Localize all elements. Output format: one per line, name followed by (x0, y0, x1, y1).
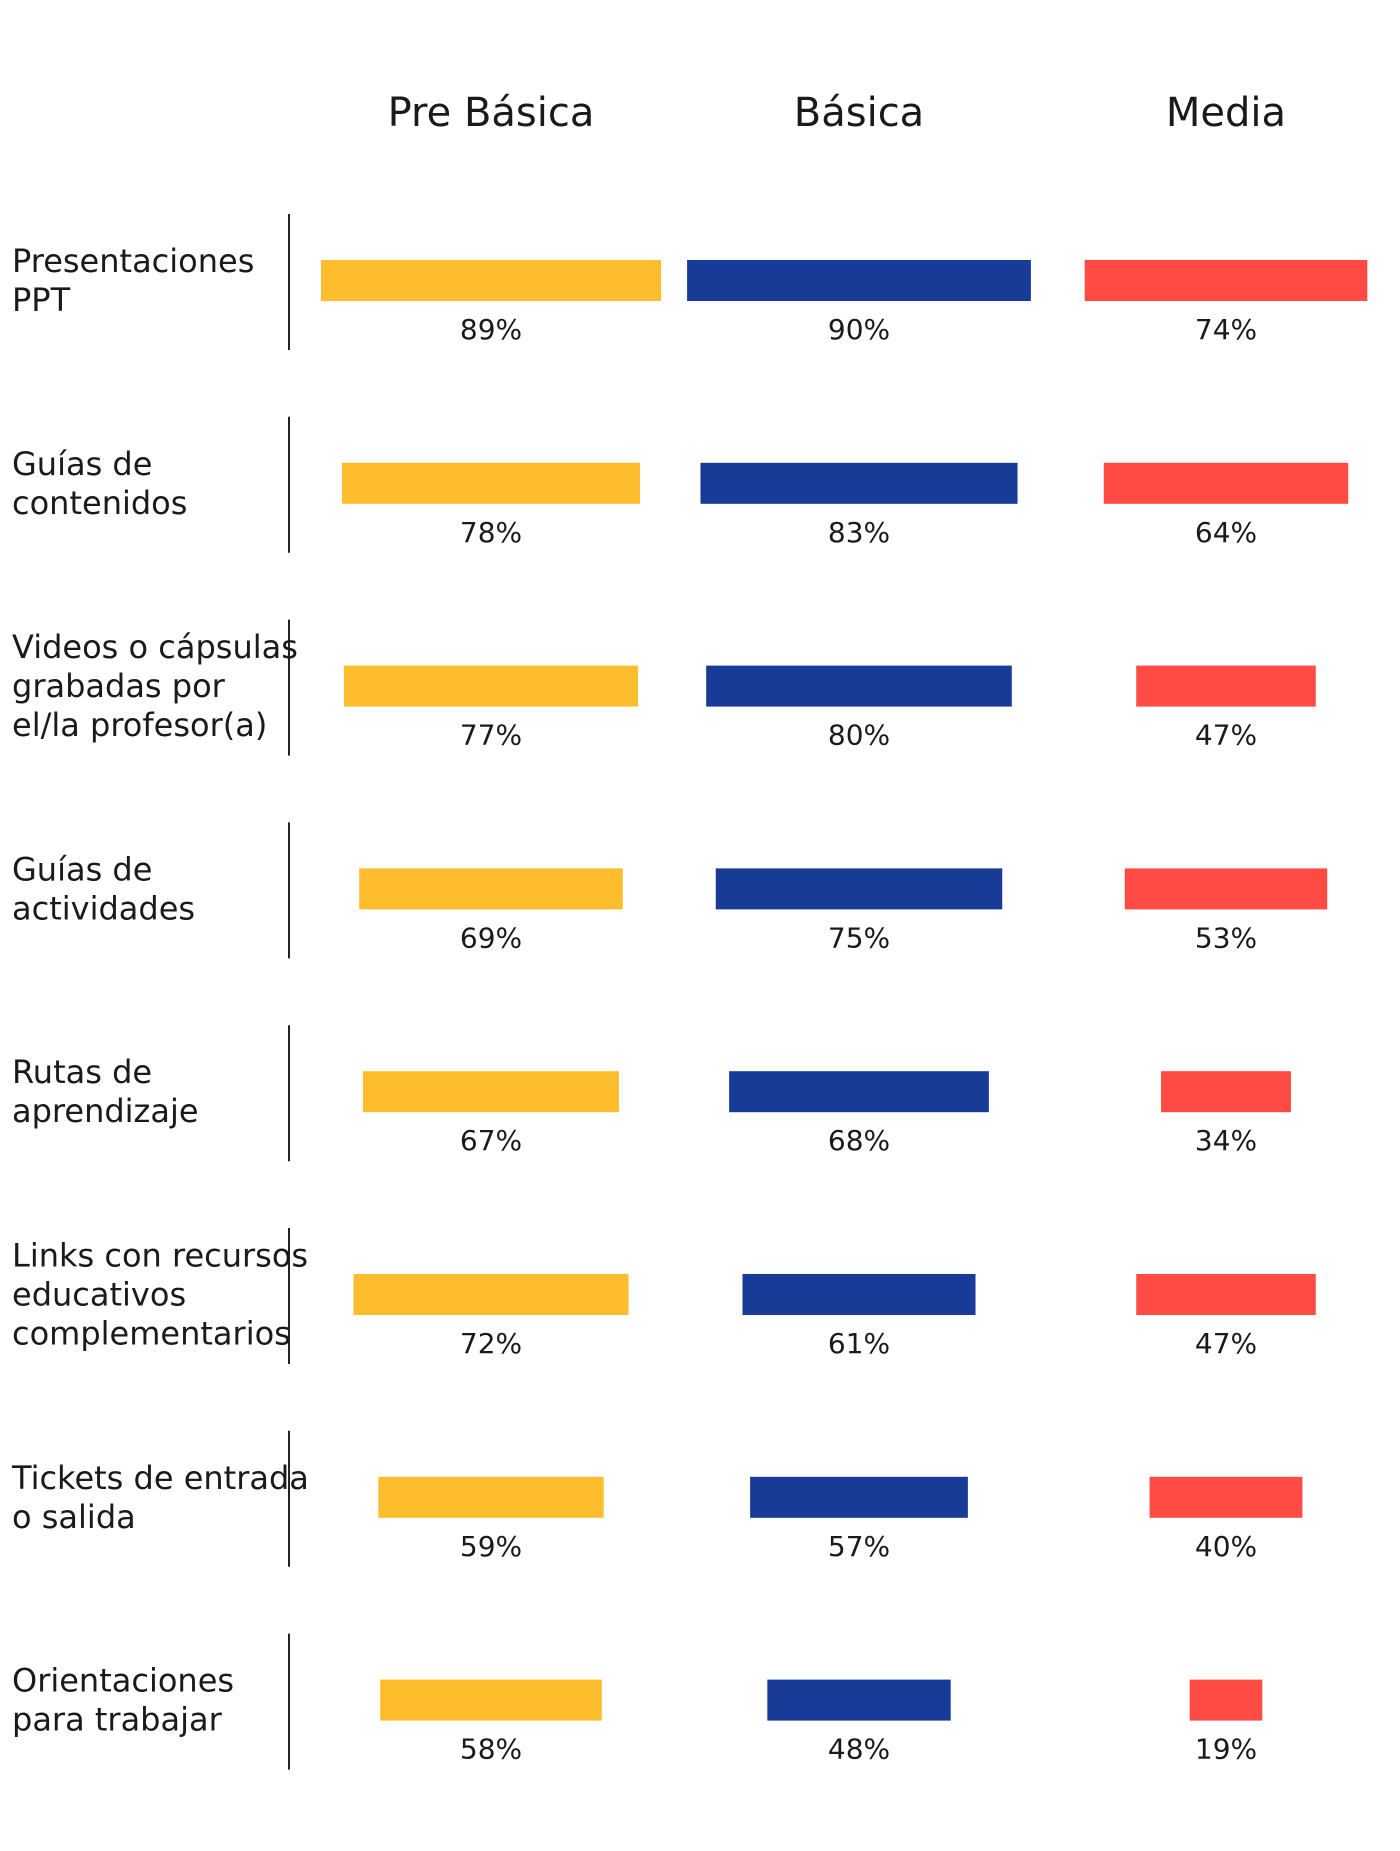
row-label: Guías de actividades (12, 850, 195, 927)
value-label: 19% (1195, 1733, 1257, 1766)
bar (700, 462, 1018, 504)
bar (342, 462, 640, 504)
column-header: Media (1166, 90, 1286, 136)
chart-row: Guías de actividades 69% 75% 53% (12, 822, 1328, 959)
column-header: Pre Básica (388, 90, 595, 136)
row-label-line: educativos (12, 1276, 186, 1314)
row-label-line: o salida (12, 1498, 136, 1536)
value-label: 89% (460, 313, 522, 346)
bar (706, 665, 1012, 707)
row-label-line: PPT (12, 281, 71, 319)
row-label-line: Rutas de (12, 1053, 152, 1091)
row-label: Guías de contenidos (12, 445, 187, 522)
bar (1124, 868, 1328, 910)
bar (687, 260, 1031, 301)
row-label-line: Guías de (12, 850, 152, 888)
row-label: Orientaciones para trabajar (12, 1662, 234, 1739)
value-label: 78% (460, 516, 522, 549)
row-label-line: Orientaciones (12, 1662, 234, 1700)
bar (715, 868, 1003, 910)
row-label-line: para trabajar (12, 1701, 223, 1739)
bar (1136, 1274, 1316, 1315)
value-label: 67% (460, 1124, 522, 1157)
bar (343, 665, 639, 707)
bar (1161, 1071, 1291, 1113)
bar (378, 1476, 604, 1518)
value-label: 34% (1195, 1124, 1257, 1157)
row-label-line: Tickets de entrada (11, 1459, 309, 1497)
bar (1103, 462, 1349, 504)
row-label-line: aprendizaje (12, 1092, 199, 1130)
value-label: 64% (1195, 516, 1257, 549)
bar (1084, 260, 1368, 301)
row-label: Links con recursos educativos complementar… (12, 1237, 308, 1353)
bar (363, 1071, 619, 1113)
chart-row: Videos o cápsulas grabadas por el/la profe… (12, 619, 1316, 756)
row-label-line: Links con recursos (12, 1237, 308, 1275)
row-label-line: complementarios (12, 1315, 291, 1353)
chart-row: Guías de contenidos 78% 83% 64% (12, 416, 1349, 553)
bar (353, 1274, 629, 1315)
row-label-line: Videos o cápsulas (12, 628, 298, 666)
row-label-line: actividades (12, 889, 195, 927)
row-label: Videos o cápsulas grabadas por el/la profe… (12, 628, 298, 744)
chart-row: Links con recursos educativos complementar… (12, 1228, 1316, 1364)
value-label: 75% (828, 921, 890, 954)
column-header: Básica (794, 90, 924, 136)
column-headers: Pre Básica Básica Media (388, 90, 1286, 136)
value-label: 47% (1195, 719, 1257, 752)
value-label: 69% (460, 921, 522, 954)
chart-row: Rutas de aprendizaje 67% 68% 34% (12, 1025, 1291, 1162)
row-label: Tickets de entrada o salida (11, 1459, 309, 1536)
value-label: 77% (460, 719, 522, 752)
value-label: 80% (828, 719, 890, 752)
value-label: 57% (828, 1530, 890, 1563)
bar (1189, 1679, 1263, 1721)
bar (729, 1071, 989, 1113)
row-label-line: el/la profesor(a) (12, 706, 267, 744)
value-label: 61% (828, 1327, 890, 1360)
bar (1136, 665, 1316, 707)
value-label: 83% (828, 516, 890, 549)
bar (1149, 1476, 1303, 1518)
bar (359, 868, 623, 910)
value-label: 53% (1195, 921, 1257, 954)
bar (380, 1679, 602, 1721)
chart-row: Tickets de entrada o salida 59% 57% 40% (11, 1430, 1303, 1567)
bar (750, 1476, 968, 1518)
value-label: 59% (460, 1530, 522, 1563)
value-label: 74% (1195, 313, 1257, 346)
row-label: Presentaciones PPT (12, 242, 254, 319)
row-label-line: Presentaciones (12, 242, 254, 280)
chart-row: Presentaciones PPT 89% 90% 74% (12, 214, 1368, 350)
bar (767, 1679, 951, 1721)
value-label: 58% (460, 1733, 522, 1766)
row-label-line: contenidos (12, 484, 187, 522)
row-label-line: grabadas por (12, 667, 226, 705)
value-label: 40% (1195, 1530, 1257, 1563)
chart-row: Orientaciones para trabajar 58% 48% 19% (12, 1633, 1263, 1770)
bar (321, 260, 661, 301)
value-label: 72% (460, 1327, 522, 1360)
bar (742, 1274, 976, 1315)
row-label: Rutas de aprendizaje (12, 1053, 199, 1130)
value-label: 90% (828, 313, 890, 346)
value-label: 48% (828, 1733, 890, 1766)
value-label: 68% (828, 1124, 890, 1157)
row-label-line: Guías de (12, 445, 152, 483)
value-label: 47% (1195, 1327, 1257, 1360)
